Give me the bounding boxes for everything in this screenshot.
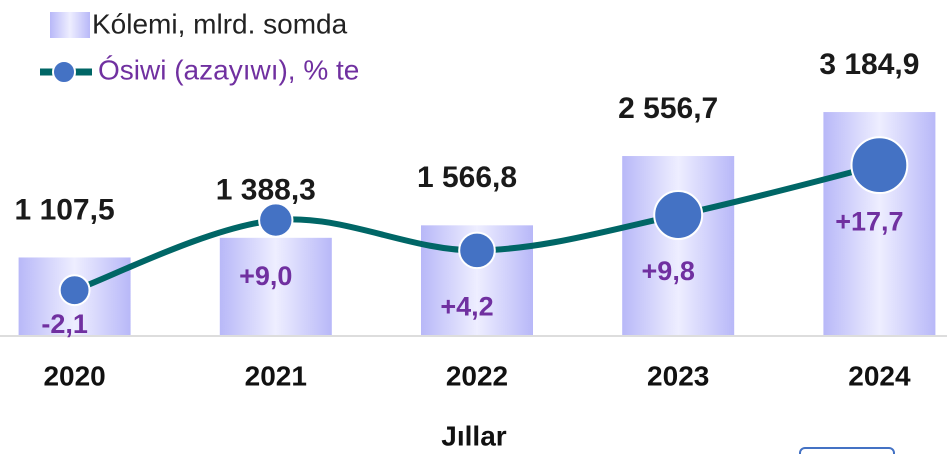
x-tick-label: 2020 xyxy=(43,360,105,391)
bar-value-label: 2 556,7 xyxy=(618,92,718,125)
bar-value-label: 1 388,3 xyxy=(216,174,316,207)
growth-value-label: +17,7 xyxy=(835,206,903,236)
bar-value-label: 1 566,8 xyxy=(417,161,517,194)
growth-marker xyxy=(258,202,294,238)
legend-bar-label: Kólemi, mlrd. somda xyxy=(92,8,348,39)
growth-marker xyxy=(850,136,909,195)
bar-value-label: 3 184,9 xyxy=(819,48,919,81)
legend-marker xyxy=(52,60,76,84)
growth-marker xyxy=(653,190,704,241)
box xyxy=(799,447,895,454)
x-tick-label: 2022 xyxy=(446,360,508,391)
legend-line-label: Ósiwi (azayıwı), % te xyxy=(98,54,359,85)
growth-value-label: +9,8 xyxy=(642,256,695,286)
growth-value-label: +9,0 xyxy=(239,261,292,291)
bar-value-label: 1 107,5 xyxy=(15,193,115,226)
growth-value-label: -2,1 xyxy=(41,309,88,339)
legend-bar-swatch xyxy=(50,12,90,38)
x-tick-label: 2024 xyxy=(848,360,911,391)
growth-marker xyxy=(58,274,91,307)
growth-marker xyxy=(458,231,496,270)
x-tick-label: 2021 xyxy=(245,360,307,391)
bar xyxy=(622,156,735,335)
growth-value-label: +4,2 xyxy=(440,292,493,322)
x-axis-label: Jıllar xyxy=(441,420,506,451)
x-tick-label: 2023 xyxy=(647,360,709,391)
bar xyxy=(219,237,332,335)
